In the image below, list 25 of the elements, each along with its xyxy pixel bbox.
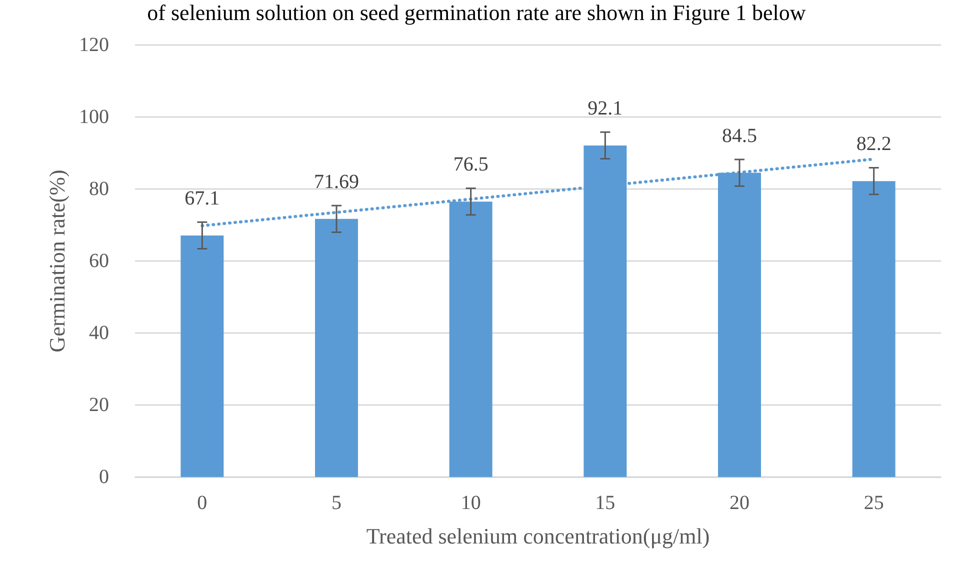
x-tick-label: 15 [595, 492, 616, 514]
data-label: 82.2 [856, 133, 892, 156]
y-tick-label: 40 [89, 322, 109, 344]
y-tick-label: 100 [79, 106, 109, 128]
data-label: 92.1 [588, 97, 623, 120]
text: of selenium solution on seed germination rate are shown in Figure 1 below [146, 0, 807, 26]
x-tick-label: 20 [730, 492, 750, 514]
data-label: 71.69 [314, 170, 359, 193]
x-axis-title: Treated selenium concentration(μg/ml) [366, 524, 710, 548]
data-label: 76.5 [453, 154, 488, 176]
y-axis-title: Germination rate(%) [44, 170, 70, 352]
x-tick-label: 5 [332, 492, 342, 514]
x-tick-label: 10 [460, 492, 481, 514]
bar [315, 218, 358, 477]
x-tick-label: 0 [197, 492, 208, 514]
data-label: 84.5 [722, 124, 757, 147]
y-tick-label: 20 [89, 394, 109, 416]
y-tick-label: 120 [79, 34, 109, 56]
bar [852, 181, 896, 477]
bar [180, 235, 224, 477]
y-tick-label: 60 [89, 250, 109, 272]
data-label: 67.1 [184, 187, 220, 210]
y-tick-label: 80 [89, 178, 109, 200]
x-tick-label: 25 [864, 492, 884, 514]
y-tick-label: 0 [99, 466, 109, 488]
